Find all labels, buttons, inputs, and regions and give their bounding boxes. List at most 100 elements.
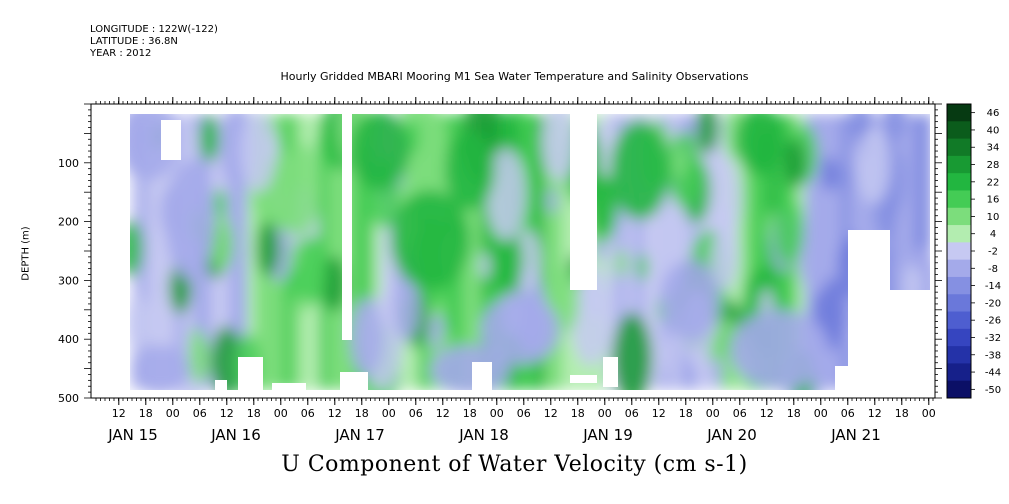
hour-tick-label: 12	[868, 407, 882, 420]
colorbar-swatch	[947, 173, 971, 191]
colorbar-label: -26	[985, 316, 1001, 327]
colorbar-label: 34	[987, 143, 1000, 154]
colorbar-swatch	[947, 259, 971, 278]
colorbar-swatch	[947, 380, 971, 399]
missing-data-region	[835, 366, 850, 390]
chart-header-title: Hourly Gridded MBARI Mooring M1 Sea Wate…	[280, 70, 749, 83]
colorbar-label: -14	[985, 281, 1001, 292]
longitude-label: LONGITUDE : 122W(-122)	[90, 24, 218, 35]
hour-tick-label: 12	[436, 407, 450, 420]
depth-tick-label: 300	[58, 274, 79, 287]
day-label: JAN 18	[458, 426, 509, 444]
colorbar-swatch	[947, 155, 971, 174]
day-label: JAN 16	[210, 426, 261, 444]
hour-tick-label: 18	[247, 407, 261, 420]
hour-tick-label: 00	[814, 407, 828, 420]
hour-tick-label: 06	[625, 407, 639, 420]
colorbar-swatch	[947, 242, 971, 261]
missing-data-region	[570, 375, 597, 383]
colorbar-label: 10	[987, 212, 1000, 223]
hour-tick-label: 18	[787, 407, 801, 420]
missing-data-mask	[91, 104, 935, 398]
hour-tick-label: 18	[679, 407, 693, 420]
hour-tick-label: 12	[220, 407, 234, 420]
missing-data-region	[472, 362, 492, 390]
heatmap-field	[91, 104, 935, 398]
missing-data-region	[930, 104, 935, 398]
colorbar-swatch	[947, 121, 971, 140]
missing-data-region	[91, 104, 935, 114]
hour-tick-label: 06	[193, 407, 207, 420]
missing-data-region	[340, 372, 368, 390]
missing-data-region	[238, 357, 263, 390]
colorbar-swatch	[947, 207, 971, 226]
colorbar-label: 22	[987, 177, 1000, 188]
hour-tick-label: 00	[598, 407, 612, 420]
hour-tick-label: 00	[166, 407, 180, 420]
hour-tick-label: 06	[517, 407, 531, 420]
hour-tick-label: 12	[652, 407, 666, 420]
hour-tick-label: 00	[274, 407, 288, 420]
hour-tick-label: 18	[571, 407, 585, 420]
hour-tick-label: 18	[463, 407, 477, 420]
colorbar-label: -32	[985, 333, 1001, 344]
hour-tick-label: 06	[409, 407, 423, 420]
hour-tick-label: 12	[544, 407, 558, 420]
hour-tick-label: 06	[841, 407, 855, 420]
colorbar-label: 40	[987, 125, 1000, 136]
day-label: JAN 19	[582, 426, 633, 444]
year-label: YEAR : 2012	[90, 48, 152, 59]
hour-tick-label: 00	[490, 407, 504, 420]
missing-data-region	[161, 120, 181, 160]
colorbar-label: -50	[985, 385, 1001, 396]
missing-data-region	[272, 383, 306, 390]
hour-tick-label: 18	[895, 407, 909, 420]
day-label: JAN 17	[334, 426, 385, 444]
colorbar-label: -2	[988, 247, 998, 258]
colorbar-swatch	[947, 190, 971, 209]
colorbar-swatch	[947, 363, 971, 382]
colorbar-label: -44	[985, 368, 1001, 379]
colorbar-swatch	[947, 276, 971, 295]
missing-data-region	[848, 230, 890, 390]
missing-data-region	[890, 290, 935, 390]
hour-tick-label: 00	[922, 407, 936, 420]
colorbar-swatch	[947, 294, 971, 313]
latitude-label: LATITUDE : 36.8N	[90, 36, 178, 47]
day-label: JAN 20	[706, 426, 757, 444]
colorbar-label: -8	[988, 264, 998, 275]
hour-tick-label: 12	[760, 407, 774, 420]
depth-tick-label: 100	[58, 157, 79, 170]
missing-data-region	[130, 390, 935, 398]
colorbar-swatch	[947, 104, 971, 122]
hour-tick-label: 06	[301, 407, 315, 420]
colorbar-label: 4	[990, 229, 996, 240]
hour-tick-label: 18	[139, 407, 153, 420]
day-label: JAN 15	[107, 426, 158, 444]
depth-tick-label: 200	[58, 216, 79, 229]
colorbar-label: -20	[985, 298, 1001, 309]
hour-tick-label: 18	[355, 407, 369, 420]
colorbar-label: 16	[987, 195, 1000, 206]
hour-tick-label: 12	[112, 407, 126, 420]
depth-tick-label: 400	[58, 333, 79, 346]
colorbar-label: 46	[987, 108, 1000, 119]
hour-tick-label: 06	[733, 407, 747, 420]
missing-data-region	[91, 104, 130, 398]
colorbar-swatch	[947, 225, 971, 243]
colorbar-swatch	[947, 311, 971, 330]
hour-tick-label: 12	[328, 407, 342, 420]
hour-tick-label: 00	[706, 407, 720, 420]
hour-tick-label: 00	[382, 407, 396, 420]
missing-data-region	[570, 114, 597, 290]
colorbar: 46 40 34 28 22 16 10 4 -2 -8 -14 -20 -26 -32 -38 -44 -50	[946, 103, 1001, 399]
colorbar-swatch	[947, 346, 971, 364]
missing-data-region	[603, 357, 618, 387]
day-label: JAN 21	[830, 426, 881, 444]
missing-data-region	[342, 114, 352, 340]
depth-tick-label: 500	[58, 392, 79, 405]
colorbar-swatch	[947, 138, 971, 157]
missing-data-region	[215, 380, 227, 390]
colorbar-label: -38	[985, 350, 1001, 361]
